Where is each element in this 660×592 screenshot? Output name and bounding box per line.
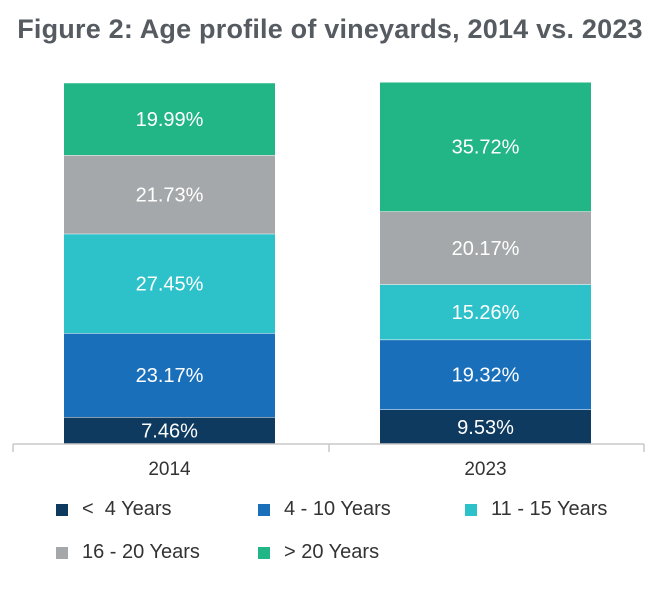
data-label: 7.46% xyxy=(141,420,198,442)
bar-segment xyxy=(64,333,275,417)
bar-segment xyxy=(380,339,591,410)
legend-item: > 20 Years xyxy=(258,541,379,564)
data-label: 21.73% xyxy=(136,184,204,206)
data-label: 27.45% xyxy=(136,273,204,295)
legend-item: 16 - 20 Years xyxy=(56,541,200,564)
data-label: 23.17% xyxy=(136,365,204,387)
legend-swatch xyxy=(258,546,270,559)
legend-label: < 4 Years xyxy=(82,498,172,520)
data-label: 9.53% xyxy=(457,417,514,439)
legend-item: < 4 Years xyxy=(56,498,172,521)
bar-segment xyxy=(64,233,275,334)
legend-item: 11 - 15 Years xyxy=(465,498,607,521)
x-tick-labels: 2014 2023 xyxy=(148,459,506,480)
data-label: 15.26% xyxy=(452,302,520,324)
legend-swatch xyxy=(56,503,68,516)
x-tick-label: 2014 xyxy=(148,459,191,480)
bar-segment xyxy=(380,284,591,340)
legend-label: > 20 Years xyxy=(284,541,380,563)
legend-label: 11 - 15 Years xyxy=(491,498,608,520)
bar-segment xyxy=(64,82,275,156)
data-label: 20.17% xyxy=(452,238,520,260)
chart-title: Figure 2: Age profile of vineyards, 2014… xyxy=(17,14,643,44)
data-label: 19.32% xyxy=(452,365,520,387)
bar-segment xyxy=(64,416,275,444)
legend-swatch xyxy=(56,546,68,559)
legend-label: 4 - 10 Years xyxy=(284,498,391,520)
legend-item: 4 - 10 Years xyxy=(258,498,391,521)
legend-swatch xyxy=(258,503,270,516)
bar-segment xyxy=(380,211,591,285)
data-label: 19.99% xyxy=(136,109,204,131)
legend-label: 16 - 20 Years xyxy=(82,541,200,563)
bar-segment xyxy=(64,155,275,234)
bars-group: 7.46% 23.17% 27.45% 21.73% 19.99% 9.53% 19.32%… xyxy=(64,81,591,444)
x-tick-label: 2023 xyxy=(464,459,506,480)
bar-segment xyxy=(380,409,591,444)
legend-swatch xyxy=(465,503,477,516)
data-label: 35.72% xyxy=(452,137,520,159)
bar-segment xyxy=(380,82,591,212)
